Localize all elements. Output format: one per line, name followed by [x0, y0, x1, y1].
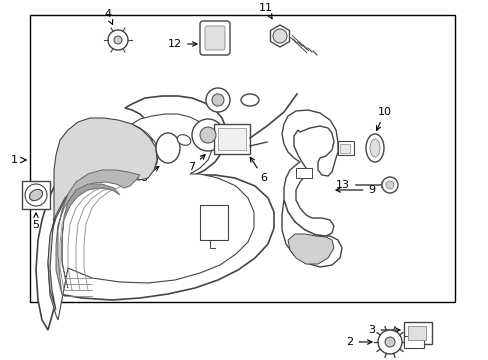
Circle shape: [384, 337, 394, 347]
Polygon shape: [287, 234, 333, 264]
Ellipse shape: [29, 189, 42, 201]
Bar: [30, 15, 454, 302]
Polygon shape: [56, 170, 140, 295]
Ellipse shape: [25, 184, 47, 206]
Text: 1: 1: [10, 155, 18, 165]
FancyBboxPatch shape: [200, 21, 229, 55]
Circle shape: [114, 36, 122, 44]
Text: 2: 2: [346, 337, 371, 347]
Text: 7: 7: [188, 155, 204, 172]
Text: 6: 6: [250, 157, 267, 183]
Text: 9: 9: [335, 185, 375, 195]
Circle shape: [200, 127, 216, 143]
Ellipse shape: [241, 94, 259, 106]
Text: 8: 8: [140, 166, 159, 183]
Polygon shape: [62, 184, 120, 288]
Ellipse shape: [177, 135, 190, 145]
Bar: [403, 336, 423, 348]
Text: 5: 5: [32, 213, 40, 230]
Polygon shape: [48, 118, 157, 310]
Text: 11: 11: [259, 3, 272, 19]
Bar: [407, 326, 425, 340]
Circle shape: [205, 88, 229, 112]
Ellipse shape: [156, 133, 180, 163]
Bar: [339, 144, 349, 153]
Ellipse shape: [365, 134, 383, 162]
Circle shape: [377, 330, 401, 354]
Bar: [214, 124, 249, 154]
Circle shape: [212, 94, 224, 106]
Bar: [200, 205, 227, 240]
Bar: [337, 141, 353, 155]
Polygon shape: [48, 114, 253, 320]
Polygon shape: [282, 110, 337, 236]
FancyBboxPatch shape: [204, 26, 224, 50]
Text: 3: 3: [368, 325, 399, 335]
Circle shape: [108, 30, 128, 50]
Bar: [22, 181, 50, 209]
Polygon shape: [270, 25, 289, 47]
Polygon shape: [282, 200, 341, 267]
Text: 4: 4: [104, 9, 112, 24]
Ellipse shape: [369, 139, 379, 157]
Text: 10: 10: [376, 107, 391, 130]
Circle shape: [192, 119, 224, 151]
Circle shape: [272, 29, 286, 43]
Text: 12: 12: [167, 39, 197, 49]
Bar: [403, 322, 431, 344]
Circle shape: [381, 177, 397, 193]
Text: 13: 13: [335, 180, 385, 190]
Bar: [295, 168, 311, 178]
Bar: [218, 128, 245, 150]
Circle shape: [385, 181, 393, 189]
Polygon shape: [36, 96, 273, 330]
